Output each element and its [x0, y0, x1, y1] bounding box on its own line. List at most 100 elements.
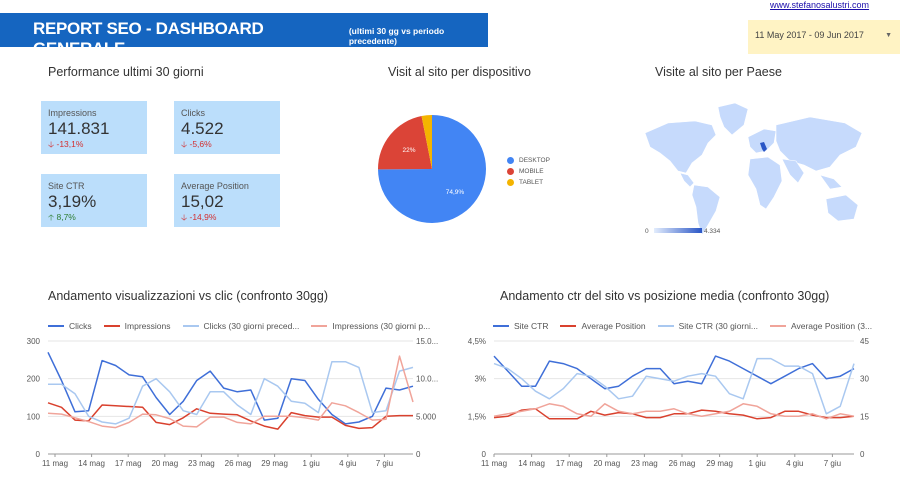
- series-line[interactable]: [47, 355, 414, 429]
- y-right-tick-label: 0: [860, 450, 865, 459]
- legend-dot: [507, 179, 514, 186]
- legend-swatch: [182, 325, 199, 327]
- date-range-picker[interactable]: 11 May 2017 - 09 Jun 2017 ▼: [748, 20, 900, 54]
- pie-label-mobile: 22%: [402, 147, 415, 154]
- x-tick-label: 29 mag: [706, 459, 733, 468]
- legend-swatch: [48, 325, 64, 327]
- map-central-america: [679, 172, 695, 188]
- trend1-title: Andamento visualizzazioni vs clic (confr…: [48, 289, 328, 303]
- scorecard-label: Impressions: [48, 108, 97, 118]
- series-line[interactable]: [48, 360, 414, 425]
- map-europe: [747, 128, 777, 154]
- x-tick-label: 17 mag: [115, 459, 142, 468]
- pie-legend: DESKTOP MOBILE TABLET: [507, 155, 550, 188]
- legend-dot: [507, 157, 514, 164]
- arrow-down-icon: 🡣: [181, 139, 188, 149]
- x-tick-label: 23 mag: [631, 459, 658, 468]
- series-line[interactable]: [493, 408, 855, 420]
- pie-slice-mobile[interactable]: [378, 116, 432, 170]
- series-line[interactable]: [493, 403, 855, 420]
- date-range-value: 11 May 2017 - 09 Jun 2017: [755, 30, 864, 40]
- series-line[interactable]: [493, 357, 855, 415]
- y-right-tick-label: 30: [860, 375, 869, 384]
- pie-legend-item: TABLET: [507, 177, 550, 188]
- pie-legend-label: TABLET: [519, 179, 544, 186]
- map-greenland: [717, 102, 749, 136]
- device-pie-chart[interactable]: 74,9% 22%: [370, 110, 500, 230]
- legend-label: Impressions: [124, 321, 171, 331]
- scorecard-value: 15,02: [181, 192, 224, 211]
- legend-label: Clicks: [69, 321, 92, 331]
- y-right-tick-label: 15: [860, 412, 869, 421]
- map-italy: [760, 142, 767, 152]
- scorecard-label: Average Position: [181, 181, 249, 191]
- device-chart-title: Visit al sito per dispositivo: [388, 65, 531, 79]
- scorecard-change: 🡣 -14,9%: [181, 212, 217, 222]
- legend-swatch: [769, 325, 786, 327]
- x-tick-label: 14 mag: [78, 459, 105, 468]
- x-tick-label: 4 giu: [786, 459, 803, 468]
- x-tick-label: 1 giu: [749, 459, 766, 468]
- x-tick-label: 11 mag: [481, 459, 507, 468]
- legend-swatch: [493, 325, 509, 327]
- scorecard-change: 🡡 8,7%: [48, 212, 76, 222]
- performance-title: Performance ultimi 30 giorni: [48, 65, 204, 79]
- scorecard-label: Clicks: [181, 108, 205, 118]
- legend-label: Site CTR (30 giorni...: [678, 321, 758, 331]
- legend-item: Clicks (30 giorni preced...: [182, 321, 300, 331]
- legend-label: Clicks (30 giorni preced...: [203, 321, 300, 331]
- y-right-tick-label: 45: [860, 337, 869, 346]
- map-scale-max: 4.334: [704, 228, 721, 235]
- report-subtitle: (ultimi 30 gg vs periodo precedente): [348, 26, 445, 46]
- scorecard-value: 4.522: [181, 119, 224, 138]
- legend-item: Impressions: [103, 321, 171, 331]
- y-left-tick-label: 3%: [474, 375, 486, 384]
- legend-swatch: [657, 325, 674, 327]
- map-asia: [775, 116, 863, 172]
- scorecard-value: 3,19%: [48, 192, 97, 211]
- legend-label: Average Position: [581, 321, 646, 331]
- y-right-tick-label: 5.000: [416, 412, 437, 421]
- map-south-america: [691, 184, 721, 236]
- legend-label: Site CTR: [514, 321, 549, 331]
- x-tick-label: 17 mag: [556, 459, 583, 468]
- country-map-title: Visite al sito per Paese: [655, 65, 782, 79]
- pie-label-desktop: 74,9%: [446, 189, 465, 196]
- legend-label: Impressions (30 giorni p...: [332, 321, 431, 331]
- series-line[interactable]: [493, 355, 855, 390]
- x-tick-label: 26 mag: [669, 459, 696, 468]
- y-left-tick-label: 200: [27, 375, 41, 384]
- y-right-tick-label: 15.0...: [416, 337, 438, 346]
- chevron-down-icon[interactable]: ▼: [885, 32, 892, 39]
- pie-legend-label: MOBILE: [519, 168, 544, 175]
- trend2-legend: Site CTR Average Position Site CTR (30 gio…: [493, 321, 884, 331]
- map-india: [781, 158, 805, 184]
- legend-item: Average Position: [560, 321, 646, 331]
- series-line[interactable]: [47, 402, 413, 430]
- series-line[interactable]: [47, 351, 414, 425]
- y-right-tick-label: 0: [416, 450, 421, 459]
- legend-item: Site CTR: [493, 321, 548, 331]
- pie-slice-desktop[interactable]: [378, 115, 486, 223]
- x-tick-label: 1 giu: [303, 459, 320, 468]
- x-tick-label: 26 mag: [225, 459, 252, 468]
- legend-item: Clicks: [48, 321, 92, 331]
- scorecard-value: 141.831: [48, 119, 110, 138]
- world-map[interactable]: 0 4.334: [640, 95, 870, 240]
- arrow-up-icon: 🡡: [48, 212, 55, 222]
- pie-legend-item: MOBILE: [507, 166, 550, 177]
- trend2-title: Andamento ctr del sito vs posizione medi…: [500, 289, 830, 303]
- y-left-tick-label: 4,5%: [468, 337, 486, 346]
- x-tick-label: 11 mag: [42, 459, 68, 468]
- legend-swatch: [560, 325, 577, 327]
- x-tick-label: 4 giu: [339, 459, 356, 468]
- pie-slice-tablet[interactable]: [421, 115, 432, 169]
- scorecard-label: Site CTR: [48, 181, 85, 191]
- map-scale-bar: [654, 228, 702, 233]
- site-link[interactable]: www.stefanosalustri.com: [770, 0, 870, 10]
- report-header: REPORT SEO - DASHBOARD GENERALE (ultimi …: [0, 13, 488, 58]
- y-left-tick-label: 1,5%: [468, 412, 486, 421]
- scorecard-impressions: Impressions 141.831 🡣 -13,1%: [41, 101, 147, 154]
